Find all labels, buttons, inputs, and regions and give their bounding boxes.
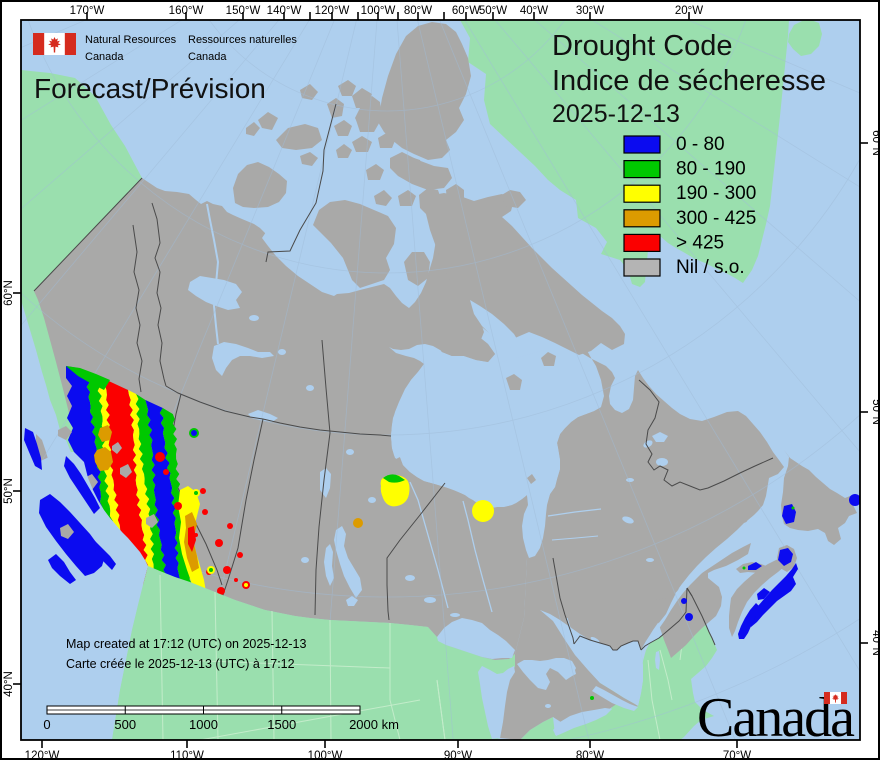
svg-text:190 - 300: 190 - 300: [676, 183, 756, 204]
svg-text:Map created at 17:12 (UTC) on: Map created at 17:12 (UTC) on 2025-12-13: [66, 637, 306, 651]
svg-text:1500: 1500: [267, 717, 296, 732]
svg-text:0 - 80: 0 - 80: [676, 134, 725, 155]
svg-text:100°W: 100°W: [361, 5, 396, 17]
svg-text:500: 500: [114, 717, 136, 732]
svg-text:90°W: 90°W: [444, 750, 472, 760]
svg-text:40°N: 40°N: [870, 630, 880, 656]
svg-text:1000: 1000: [189, 717, 218, 732]
svg-text:60°N: 60°N: [3, 280, 15, 306]
svg-text:2000 km: 2000 km: [349, 717, 399, 732]
svg-text:2025-12-13: 2025-12-13: [552, 100, 680, 128]
svg-text:Ressources naturelles: Ressources naturelles: [188, 34, 297, 46]
svg-text:300 - 425: 300 - 425: [676, 208, 756, 229]
svg-text:100°W: 100°W: [308, 750, 343, 760]
svg-text:30°W: 30°W: [576, 5, 604, 17]
svg-text:Drought Code: Drought Code: [552, 30, 733, 62]
svg-text:40°W: 40°W: [520, 5, 548, 17]
svg-text:160°W: 160°W: [169, 5, 204, 17]
svg-text:120°W: 120°W: [315, 5, 350, 17]
svg-text:110°W: 110°W: [170, 750, 204, 760]
svg-text:Forecast/Prévision: Forecast/Prévision: [34, 73, 266, 104]
svg-text:150°W: 150°W: [226, 5, 261, 17]
svg-text:50°W: 50°W: [479, 5, 507, 17]
svg-text:Carte créée le 2025-12-13 (UTC: Carte créée le 2025-12-13 (UTC) à 17:12: [66, 657, 295, 671]
svg-text:0: 0: [43, 717, 50, 732]
svg-text:70°W: 70°W: [723, 750, 751, 760]
svg-text:Canada: Canada: [188, 51, 227, 63]
svg-text:Canada: Canada: [85, 51, 124, 63]
svg-text:60°W: 60°W: [452, 5, 480, 17]
svg-text:Indice de sécheresse: Indice de sécheresse: [552, 65, 826, 97]
svg-text:140°W: 140°W: [267, 5, 302, 17]
svg-text:50°N: 50°N: [870, 399, 880, 425]
svg-text:> 425: > 425: [676, 232, 724, 253]
svg-text:80°W: 80°W: [404, 5, 432, 17]
svg-text:80 - 190: 80 - 190: [676, 159, 746, 180]
svg-text:40°N: 40°N: [3, 671, 15, 697]
svg-text:80°W: 80°W: [576, 750, 604, 760]
svg-text:Natural Resources: Natural Resources: [85, 34, 177, 46]
svg-text:Nil / s.o.: Nil / s.o.: [676, 257, 745, 278]
svg-text:60°N: 60°N: [870, 130, 880, 156]
svg-text:20°W: 20°W: [675, 5, 703, 17]
svg-text:50°N: 50°N: [3, 478, 15, 504]
svg-text:120°W: 120°W: [25, 750, 60, 760]
svg-text:170°W: 170°W: [70, 5, 105, 17]
